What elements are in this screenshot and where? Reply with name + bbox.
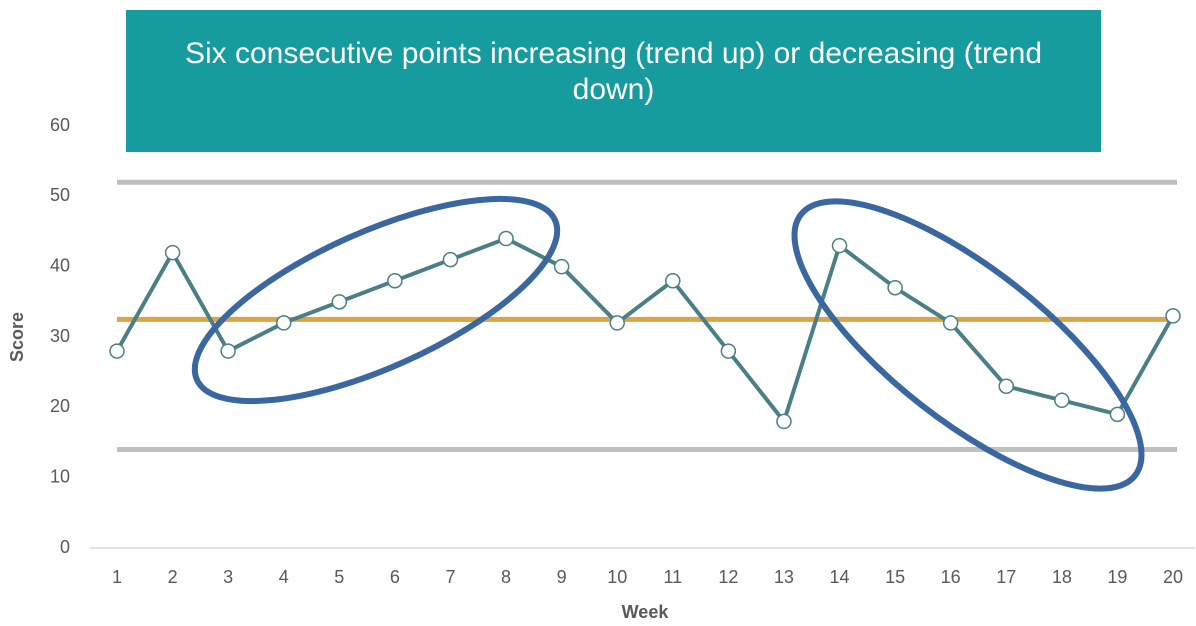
x-tick-label: 1	[112, 567, 122, 587]
y-tick-label: 0	[60, 537, 70, 557]
data-point	[665, 272, 681, 289]
x-tick-label: 18	[1052, 567, 1072, 587]
trend-up-ellipse	[191, 195, 561, 405]
data-point	[387, 272, 403, 289]
x-tick-label: 7	[445, 567, 455, 587]
x-axis-label: Week	[622, 602, 670, 622]
data-point	[609, 315, 625, 331]
y-tick-label: 30	[50, 326, 70, 346]
x-tick-label: 19	[1107, 567, 1127, 587]
data-point	[1109, 406, 1126, 423]
data-point	[1054, 392, 1070, 409]
x-tick-label: 20	[1163, 567, 1183, 587]
x-tick-label: 12	[718, 567, 738, 587]
data-point	[553, 258, 570, 275]
x-tick-label: 13	[774, 567, 794, 587]
y-tick-label: 40	[50, 255, 70, 275]
x-tick-label: 3	[223, 567, 233, 587]
x-tick-label: 6	[390, 567, 400, 587]
y-axis-label: Score	[7, 312, 27, 362]
y-tick-label: 10	[50, 466, 70, 486]
x-tick-label: 10	[607, 567, 627, 587]
data-point	[1165, 308, 1181, 324]
data-point	[498, 230, 514, 247]
data-point	[776, 413, 792, 430]
data-point	[831, 237, 848, 254]
x-tick-label: 17	[996, 567, 1016, 587]
x-tick-label: 15	[885, 567, 905, 587]
data-point	[109, 343, 125, 359]
data-point	[942, 315, 959, 331]
y-tick-label: 60	[50, 115, 70, 135]
data-point	[998, 378, 1015, 394]
data-point	[220, 343, 236, 359]
data-point	[887, 280, 903, 296]
y-tick-label: 50	[50, 185, 70, 205]
data-point	[275, 315, 292, 331]
data-point	[720, 343, 737, 359]
series-line	[115, 236, 1175, 426]
data-point	[442, 251, 459, 268]
x-tick-label: 11	[663, 567, 682, 587]
data-point	[164, 244, 181, 261]
chart-title: Six consecutive points increasing (trend…	[126, 10, 1101, 152]
data-point	[331, 294, 348, 310]
annotations	[191, 195, 1145, 492]
trend-down-ellipse	[791, 198, 1145, 492]
y-tick-label: 20	[50, 396, 70, 416]
x-tick-label: 4	[279, 567, 289, 587]
x-tick-label: 9	[557, 567, 567, 587]
x-tick-label: 16	[941, 567, 961, 587]
x-tick-label: 5	[334, 567, 344, 587]
x-tick-label: 14	[830, 567, 850, 587]
x-tick-label: 2	[168, 567, 178, 587]
x-tick-label: 8	[501, 567, 511, 587]
